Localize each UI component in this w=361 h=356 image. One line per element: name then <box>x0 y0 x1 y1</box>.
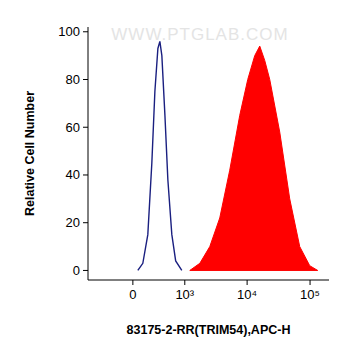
y-tick <box>83 270 88 271</box>
y-tick-label: 100 <box>58 24 80 39</box>
y-axis <box>88 27 89 280</box>
y-tick <box>83 31 88 32</box>
background <box>0 0 361 356</box>
x-tick <box>184 280 185 285</box>
watermark: WWW.PTGLAB.COM <box>111 25 288 44</box>
y-tick <box>83 79 88 80</box>
y-tick-label: 80 <box>66 72 80 87</box>
y-tick-label: 0 <box>73 263 80 278</box>
x-tick-label: 10⁴ <box>237 287 257 302</box>
y-axis-label: Relative Cell Number <box>23 91 37 216</box>
x-tick <box>310 280 311 285</box>
x-tick-label: 10³ <box>175 287 194 302</box>
x-axis-label: 83175-2-RR(TRIM54),APC-H <box>127 323 291 337</box>
y-tick-label: 20 <box>66 215 80 230</box>
x-axis <box>88 280 329 281</box>
x-tick-label: 10⁵ <box>300 287 320 302</box>
chart: WWW.PTGLAB.COM 0 20 40 60 80 100 0 10³ 10⁴ 10⁵ 8317… <box>0 0 361 356</box>
x-tick <box>132 280 133 285</box>
y-tick-label: 60 <box>66 120 80 135</box>
y-tick <box>83 222 88 223</box>
histogram-area <box>190 46 318 270</box>
plot-area <box>138 41 318 270</box>
x-tick-label: 0 <box>129 287 136 302</box>
y-tick-label: 40 <box>66 167 80 182</box>
y-tick <box>83 127 88 128</box>
y-tick <box>83 174 88 175</box>
histogram-line <box>138 41 182 270</box>
x-tick <box>247 280 248 285</box>
